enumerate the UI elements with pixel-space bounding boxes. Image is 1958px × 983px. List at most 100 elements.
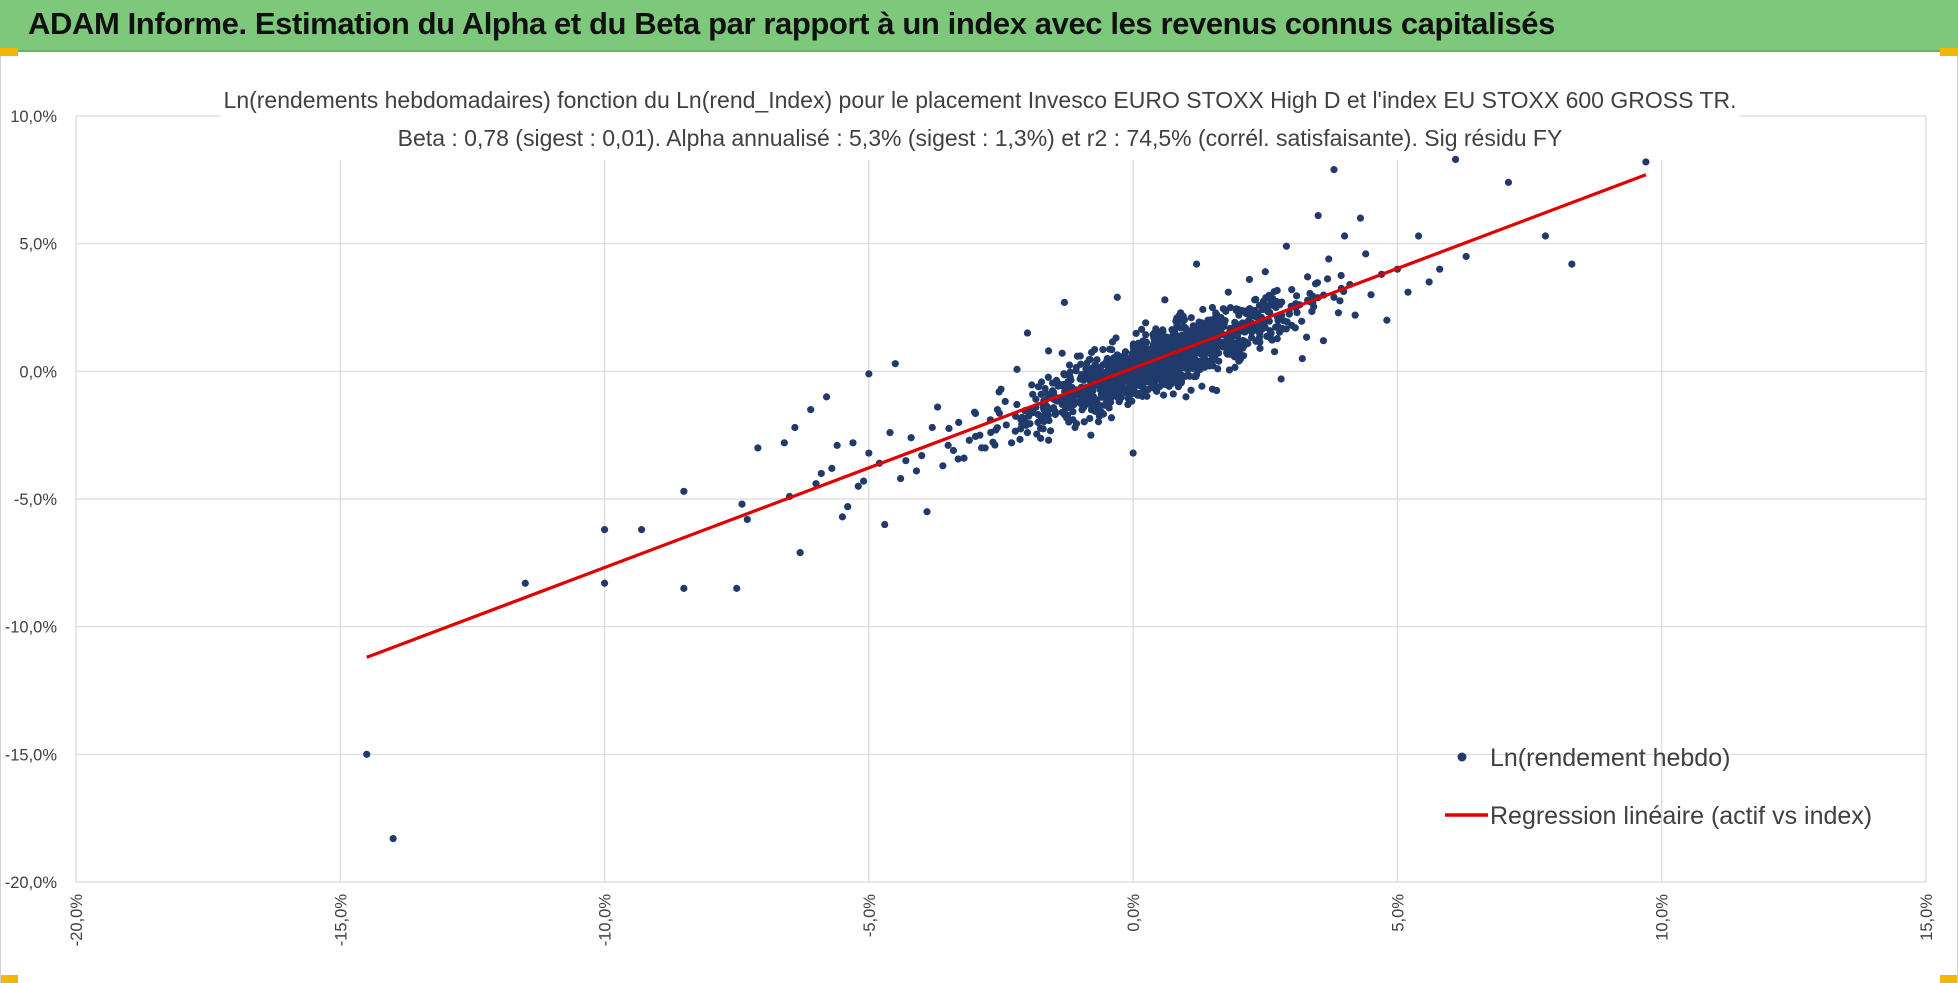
scatter-point bbox=[1130, 372, 1138, 380]
scatter-point bbox=[1108, 378, 1117, 386]
scatter-point bbox=[1230, 353, 1239, 361]
scatter-point bbox=[1146, 345, 1155, 353]
scatter-point bbox=[1125, 379, 1133, 387]
x-tick-label: -20,0% bbox=[68, 894, 86, 947]
scatter-point bbox=[1278, 324, 1286, 333]
corner-mark-bottom-left bbox=[0, 975, 18, 983]
scatter-point bbox=[1258, 325, 1266, 333]
scatter-point bbox=[1195, 335, 1204, 343]
scatter-point bbox=[1177, 336, 1185, 345]
scatter-point bbox=[1298, 317, 1306, 325]
scatter-point bbox=[1189, 335, 1197, 343]
scatter-point bbox=[738, 500, 746, 508]
scatter-point bbox=[1404, 288, 1412, 296]
scatter-point bbox=[1099, 388, 1107, 396]
scatter-point bbox=[1231, 363, 1239, 371]
scatter-point bbox=[1058, 349, 1066, 357]
scatter-point bbox=[1077, 360, 1085, 368]
scatter-point bbox=[1225, 366, 1234, 374]
y-tick-label: -10,0% bbox=[5, 619, 58, 637]
chart-title-line-1: Ln(rendements hebdomadaires) fonction du… bbox=[224, 87, 1737, 113]
scatter-point bbox=[1196, 350, 1204, 358]
scatter-point bbox=[891, 360, 899, 368]
scatter-point bbox=[1013, 365, 1021, 373]
scatter-point bbox=[1267, 329, 1275, 337]
x-tick-label: 15,0% bbox=[1918, 894, 1936, 941]
scatter-point bbox=[1163, 357, 1172, 365]
scatter-point bbox=[912, 467, 921, 475]
scatter-point bbox=[1020, 415, 1028, 423]
scatter-point bbox=[1265, 291, 1273, 299]
scatter-point bbox=[1258, 304, 1266, 312]
scatter-point bbox=[1121, 351, 1129, 360]
scatter-point bbox=[954, 455, 962, 463]
scatter-point bbox=[1060, 371, 1069, 379]
scatter-point bbox=[1116, 395, 1124, 403]
scatter-point bbox=[1192, 260, 1201, 268]
scatter-point bbox=[838, 513, 847, 521]
scatter-point bbox=[1073, 352, 1082, 360]
scatter-point bbox=[1040, 405, 1048, 414]
scatter-point bbox=[1187, 314, 1195, 322]
scatter-point bbox=[796, 549, 804, 557]
scatter-point bbox=[1044, 436, 1053, 444]
scatter-point bbox=[1153, 387, 1161, 395]
scatter-point bbox=[743, 515, 751, 524]
scatter-point bbox=[1323, 275, 1332, 283]
scatter-point bbox=[1013, 400, 1021, 409]
regression-line bbox=[366, 173, 1647, 659]
scatter-point bbox=[1200, 342, 1208, 350]
scatter-point bbox=[1066, 368, 1074, 376]
scatter-point bbox=[1383, 316, 1391, 324]
scatter-point bbox=[1080, 418, 1088, 426]
scatter-point bbox=[1167, 380, 1176, 388]
scatter-point bbox=[1541, 232, 1550, 240]
scatter-point bbox=[1016, 435, 1024, 443]
chart-title-background bbox=[220, 78, 1740, 160]
scatter-point bbox=[1330, 293, 1338, 301]
scatter-point bbox=[1232, 305, 1240, 313]
scatter-point bbox=[1240, 307, 1248, 315]
scatter-point bbox=[923, 508, 931, 516]
scatter-point bbox=[1334, 309, 1343, 317]
scatter-point bbox=[1200, 326, 1208, 334]
scatter-point bbox=[1079, 390, 1087, 398]
scatter-point bbox=[1291, 324, 1299, 332]
y-tick-label: -15,0% bbox=[5, 746, 58, 764]
y-tick-label: -5,0% bbox=[14, 491, 57, 509]
scatter-point bbox=[944, 441, 952, 449]
gridlines bbox=[75, 115, 1927, 883]
x-axis-tick-labels: -20,0% -15,0% -10,0% -5,0% 0,0% 5,0% 10,0% 15,0… bbox=[68, 894, 1936, 947]
scatter-point bbox=[1064, 403, 1072, 412]
scatter-point bbox=[1212, 338, 1221, 346]
scatter-point bbox=[1048, 387, 1057, 395]
scatter-point bbox=[1152, 325, 1160, 333]
scatter-point bbox=[1207, 325, 1215, 333]
x-tick-label: -10,0% bbox=[597, 894, 615, 947]
x-tick-label: -5,0% bbox=[861, 894, 879, 937]
scatter-point bbox=[1107, 414, 1116, 422]
scatter-point bbox=[1451, 155, 1460, 164]
scatter-point bbox=[993, 424, 1001, 432]
scatter-point bbox=[1032, 395, 1040, 403]
scatter-point bbox=[1337, 271, 1345, 280]
scatter-point bbox=[1173, 314, 1181, 322]
scatter-point bbox=[1236, 355, 1244, 363]
scatter-point bbox=[1094, 418, 1103, 426]
scatter-point bbox=[1080, 403, 1088, 411]
scatter-point bbox=[1011, 427, 1019, 435]
scatter-point bbox=[1186, 352, 1194, 360]
scatter-point bbox=[1099, 345, 1107, 354]
scatter-point bbox=[1252, 295, 1260, 304]
scatter-point bbox=[1362, 250, 1370, 258]
scatter-point bbox=[1044, 347, 1053, 355]
scatter-point bbox=[1128, 349, 1136, 358]
scatter-point bbox=[822, 393, 831, 401]
scatter-point bbox=[1187, 386, 1195, 394]
scatter-point bbox=[1112, 388, 1120, 396]
scatter-point bbox=[1217, 314, 1225, 322]
scatter-point bbox=[1096, 401, 1104, 410]
scatter-point bbox=[1161, 364, 1169, 372]
scatter-point bbox=[896, 474, 905, 483]
